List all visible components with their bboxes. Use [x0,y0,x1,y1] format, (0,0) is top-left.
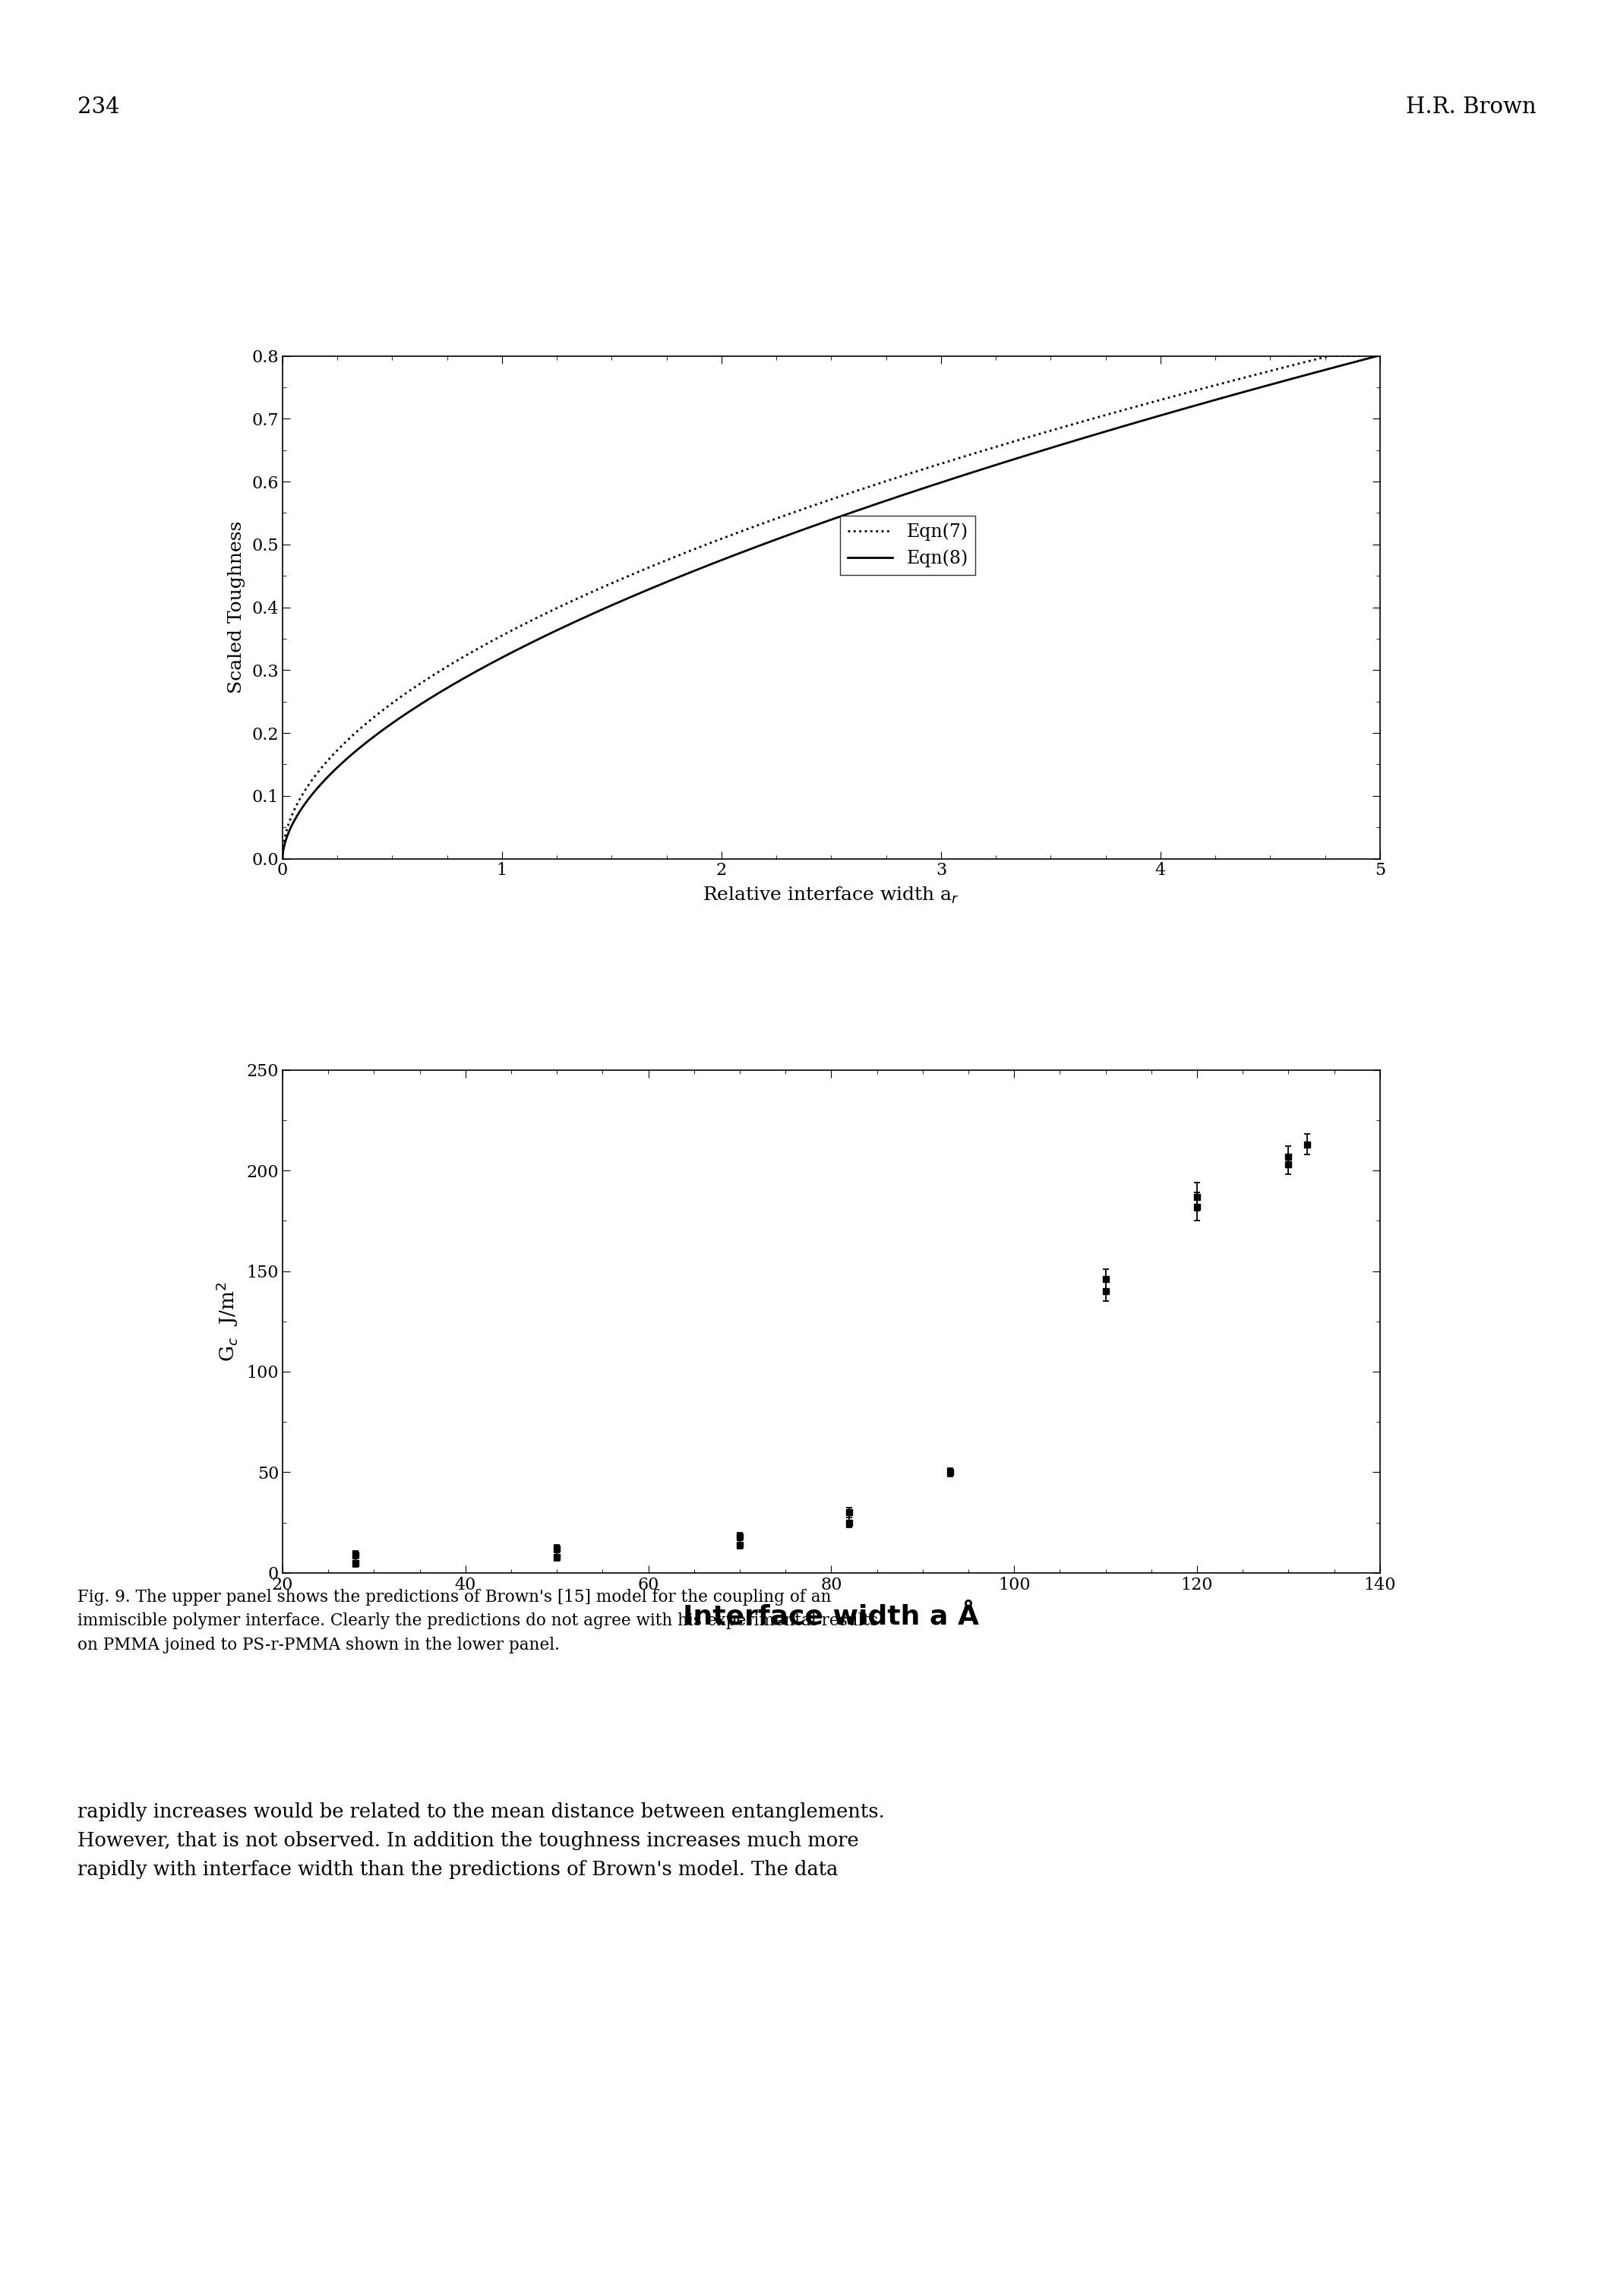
Eqn(7) [329,735,349,762]
Eqn(7) [1338,342,1357,370]
Eqn(8) [778,521,797,549]
Text: Fig. 9. The upper panel shows the predictions of Brown's [15] model for the coup: Fig. 9. The upper panel shows the predic… [77,1589,878,1653]
Text: H.R. Brown: H.R. Brown [1406,96,1537,117]
Eqn(8) [1369,342,1388,370]
Line: Eqn(8): Eqn(8) [282,356,1380,859]
Eqn(7) [807,491,826,519]
Y-axis label: Scaled Toughness: Scaled Toughness [228,521,245,693]
Eqn(7) [1320,342,1340,370]
Eqn(8) [273,845,292,872]
Eqn(7) [273,845,292,872]
Eqn(8) [807,512,826,540]
Text: rapidly increases would be related to the mean distance between entanglements.
H: rapidly increases would be related to th… [77,1802,884,1878]
Eqn(8) [1338,349,1357,377]
Eqn(7) [1370,342,1390,370]
Eqn(7) [778,501,797,528]
Eqn(7) [1340,342,1359,370]
Y-axis label: G$_c$  J/m$^2$: G$_c$ J/m$^2$ [215,1281,240,1362]
Eqn(8) [1136,406,1156,434]
Text: 234: 234 [77,96,119,117]
Eqn(8) [1370,342,1390,370]
X-axis label: Interface width a Å: Interface width a Å [683,1603,980,1630]
X-axis label: Relative interface width a$_r$: Relative interface width a$_r$ [702,886,960,905]
Eqn(8) [1338,349,1357,377]
Legend: Eqn(7), Eqn(8): Eqn(7), Eqn(8) [841,517,975,574]
Eqn(7) [1136,390,1156,418]
Eqn(8) [329,753,349,781]
Line: Eqn(7): Eqn(7) [282,356,1380,859]
